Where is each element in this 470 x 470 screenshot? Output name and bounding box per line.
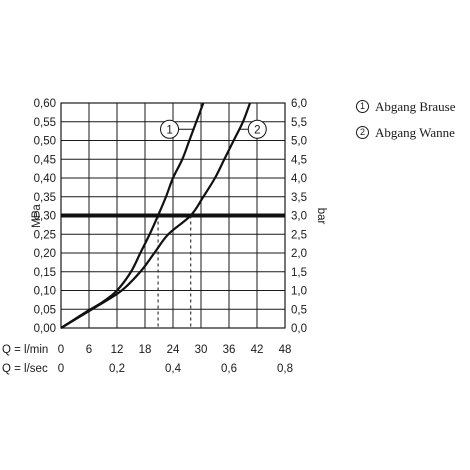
x-tick-label-lmin: 42 [251,344,264,356]
x-tick-label-lmin: 18 [139,344,152,356]
left-tick-label: 0,00 [34,323,56,335]
left-axis-title: MPa [31,204,43,228]
right-tick-label: 0,0 [291,323,307,335]
legend-label-1: Abgang Brause [375,98,456,114]
right-tick-label: 3,0 [291,211,307,223]
left-tick-label: 0,10 [34,286,56,298]
x-tick-label-lmin: 6 [86,344,92,356]
legend: 1 Abgang Brause 2 Abgang Wanne [356,96,466,148]
series-line-2 [60,102,252,329]
x-tick-label-lsec: 0,2 [109,363,125,375]
left-tick-label: 0,50 [34,136,56,148]
callout-label-2: 2 [254,124,260,136]
label-layer: 0,000,050,100,150,200,250,300,350,400,45… [34,98,307,375]
right-tick-label: 5,0 [291,136,307,148]
x-tick-label-lsec: 0,6 [221,363,237,375]
right-tick-label: 1,0 [291,286,307,298]
left-tick-label: 0,35 [34,192,56,204]
reference-layer [61,213,285,328]
left-tick-label: 0,30 [34,211,56,223]
right-tick-label: 6,0 [291,98,307,110]
right-axis-title: bar [315,208,327,225]
right-tick-label: 0,5 [291,304,307,316]
x-tick-label-lsec: 0 [58,363,64,375]
x-tick-label-lmin: 24 [167,344,180,356]
right-tick-label: 2,0 [291,248,307,260]
x-tick-label-lmin: 36 [223,344,236,356]
right-tick-label: 1,5 [291,267,307,279]
left-tick-label: 0,05 [34,304,56,316]
right-tick-label: 4,0 [291,173,307,185]
right-tick-label: 3,5 [291,192,307,204]
x-tick-label-lsec: 0,4 [165,363,182,375]
right-tick-label: 2,5 [291,229,307,241]
x-tick-label-lmin: 12 [111,344,124,356]
left-tick-label: 0,25 [34,229,56,241]
x-axis-title-lmin: Q = l/min [2,344,48,356]
left-tick-label: 0,20 [34,248,56,260]
right-tick-label: 5,5 [291,117,307,129]
callout-circle-1 [160,119,180,139]
x-tick-label-lmin: 48 [279,344,292,356]
legend-label-2: Abgang Wanne [375,124,455,140]
left-tick-label: 0,60 [34,98,56,110]
x-tick-label-lmin: 30 [195,344,208,356]
legend-item-1: 1 Abgang Brause [356,96,466,117]
x-tick-label-lmin: 0 [58,344,64,356]
callout-label-1: 1 [166,124,172,136]
right-tick-label: 4,5 [291,154,307,166]
legend-item-2: 2 Abgang Wanne [356,122,466,143]
legend-marker-1: 1 [356,100,369,113]
left-tick-label: 0,55 [34,117,56,129]
x-tick-label-lsec: 0,8 [277,363,293,375]
x-axis-title-lsec: Q = l/sec [2,363,48,375]
left-tick-label: 0,45 [34,154,56,166]
legend-marker-2: 2 [356,126,369,139]
left-tick-label: 0,15 [34,267,56,279]
left-tick-label: 0,40 [34,173,56,185]
callout-circle-2 [247,119,267,139]
